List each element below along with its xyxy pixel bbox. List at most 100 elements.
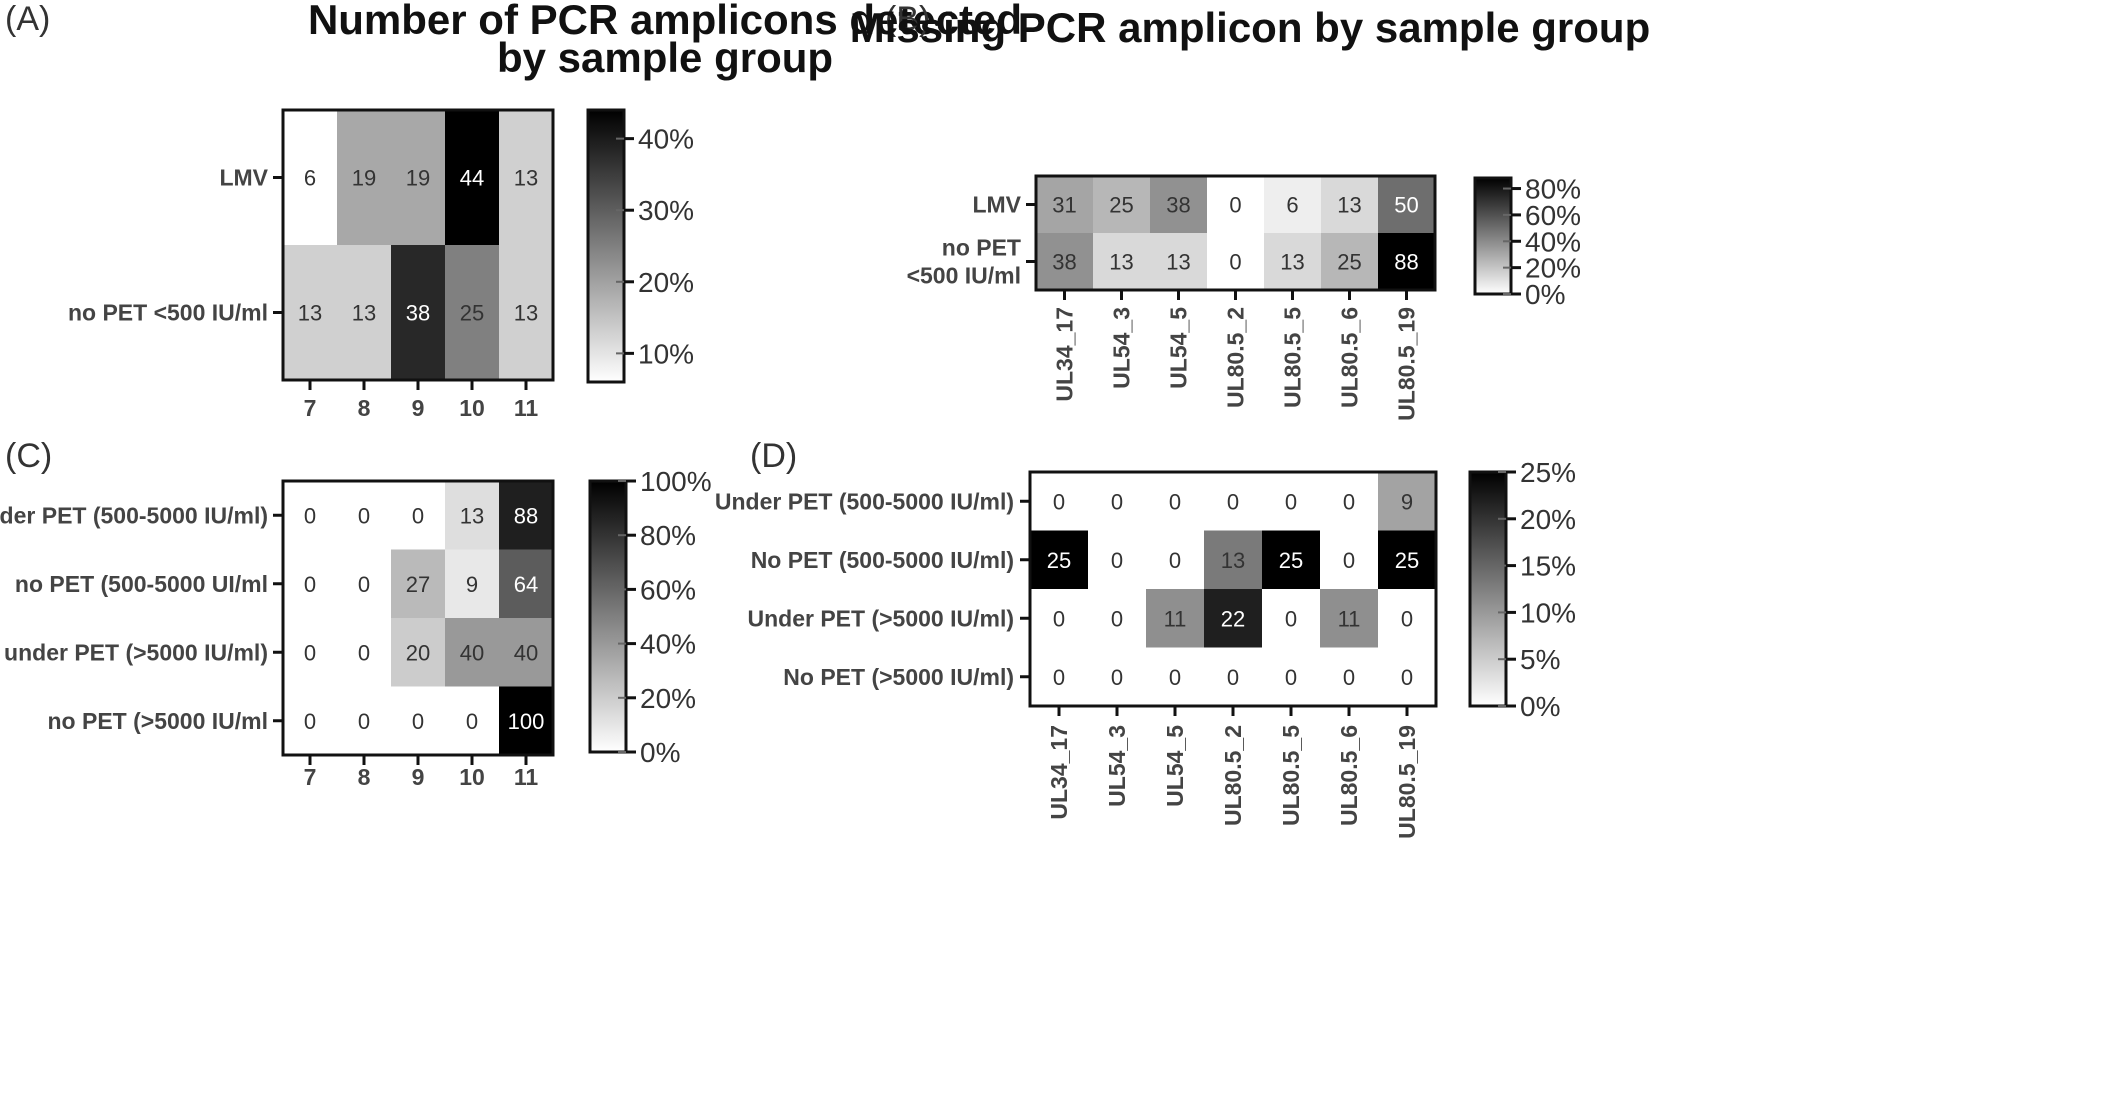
cell-value: 25: [1395, 548, 1419, 573]
heatmap-cell: [337, 618, 392, 688]
heatmap-cell: [499, 686, 554, 756]
heatmap-panel-c: (C) 0 0 0 13 88 0 0 27 9 64 0 0 20 40 40 0 0 0 0 100 under PE…: [0, 437, 712, 790]
cell-value: 0: [1111, 548, 1123, 573]
heatmap-cell: [1088, 589, 1147, 649]
heatmap-cell: [1378, 233, 1436, 291]
column-label: 11: [514, 395, 539, 421]
heatmap-cell: [1093, 233, 1151, 291]
heatmap-cell: [1088, 530, 1147, 590]
cell-value: 13: [1337, 193, 1361, 218]
heatmap-cell: [1321, 176, 1379, 234]
cell-value: 88: [1394, 250, 1418, 275]
colorbar-tick-label: 25%: [1520, 457, 1576, 488]
heatmap-cell: [1036, 176, 1094, 234]
colorbar-tick-label: 80%: [1525, 174, 1581, 205]
heatmap-cell: [499, 481, 554, 551]
colorbar-tick-label: 0%: [1520, 691, 1560, 722]
column-label: UL80.5_2: [1220, 725, 1246, 826]
cell-value: 13: [298, 301, 322, 326]
colorbar-tick-label: 40%: [1525, 226, 1581, 257]
cell-value: 19: [406, 166, 430, 191]
heatmap-cell: [445, 618, 500, 688]
column-label: 9: [412, 395, 425, 421]
cell-value: 6: [304, 166, 316, 191]
cell-value: 11: [1338, 606, 1361, 631]
panel-letter: (D): [750, 437, 797, 475]
column-label: 7: [304, 764, 317, 790]
cell-value: 0: [1343, 665, 1355, 690]
cell-value: 25: [1279, 548, 1303, 573]
cell-value: 64: [514, 572, 538, 597]
colorbar-tick-label: 15%: [1520, 551, 1576, 582]
cell-value: 13: [514, 301, 538, 326]
cell-value: 0: [1285, 606, 1297, 631]
cell-value: 0: [304, 640, 316, 665]
row-label: no PET (500-5000 UI/ml: [15, 571, 268, 597]
cell-value: 25: [1337, 250, 1361, 275]
panel-letter: (A): [5, 0, 50, 38]
cell-value: 0: [304, 503, 316, 528]
heatmap-cell: [1262, 647, 1321, 707]
heatmap-cell: [1030, 589, 1089, 649]
heatmap-cell: [1378, 472, 1437, 532]
column-label: 9: [412, 764, 425, 790]
heatmap-cell: [337, 686, 392, 756]
panel-letter: (C): [5, 437, 52, 475]
heatmap-cell: [1030, 647, 1089, 707]
heatmap-cell: [1030, 472, 1089, 532]
cell-value: 13: [1166, 250, 1190, 275]
column-label: UL54_3: [1109, 307, 1135, 389]
heatmap-cell: [499, 110, 554, 246]
heatmap-cell: [1204, 530, 1263, 590]
cell-value: 25: [1047, 548, 1071, 573]
cell-value: 44: [460, 166, 484, 191]
cell-value: 0: [1169, 489, 1181, 514]
heatmap-cell: [283, 481, 338, 551]
heatmap-cell: [283, 245, 338, 381]
heatmap-cell: [391, 481, 446, 551]
row-label: No PET (500-5000 IU/ml): [751, 547, 1014, 573]
row-label: no PET <500 IU/ml: [68, 300, 268, 326]
heatmap-cell: [1262, 589, 1321, 649]
cell-value: 13: [514, 166, 538, 191]
cell-value: 0: [412, 503, 424, 528]
cell-value: 0: [1229, 193, 1241, 218]
cell-value: 0: [1227, 489, 1239, 514]
heatmap-cell: [1378, 176, 1436, 234]
cell-value: 38: [406, 301, 430, 326]
row-label: LMV: [972, 192, 1021, 218]
heatmap-cell: [499, 549, 554, 619]
panel-letter: (B): [885, 0, 930, 38]
heatmap-cell: [1207, 176, 1265, 234]
cell-value: 0: [304, 709, 316, 734]
heatmap-cell: [1150, 233, 1208, 291]
cell-value: 0: [358, 572, 370, 597]
cell-value: 0: [1053, 489, 1065, 514]
heatmap-cell: [337, 245, 392, 381]
colorbar-tick-label: 0%: [1525, 279, 1565, 310]
cell-value: 19: [352, 166, 376, 191]
heatmap-cell: [1146, 589, 1205, 649]
colorbar-tick-label: 5%: [1520, 644, 1560, 675]
cell-value: 13: [1280, 250, 1304, 275]
column-label: UL80.5_5: [1278, 725, 1304, 826]
heatmap-cell: [1093, 176, 1151, 234]
heatmap-cell: [1320, 472, 1379, 532]
chart-title-line: Number of PCR amplicons detected: [308, 0, 1022, 43]
cell-value: 88: [514, 503, 538, 528]
cell-value: 0: [1111, 606, 1123, 631]
colorbar-tick-label: 20%: [1520, 504, 1576, 535]
row-label: Under PET (500-5000 IU/ml): [715, 488, 1014, 514]
heatmap-cell: [445, 110, 500, 246]
cell-value: 13: [460, 503, 484, 528]
heatmap-cell: [1204, 472, 1263, 532]
heatmap-cell: [1030, 530, 1089, 590]
colorbar-tick-label: 100%: [640, 466, 712, 497]
heatmap-cell: [1088, 472, 1147, 532]
cell-value: 50: [1394, 193, 1418, 218]
column-label: UL34_17: [1052, 307, 1078, 402]
cell-value: 0: [358, 709, 370, 734]
heatmap-cell: [391, 245, 446, 381]
column-label: 11: [514, 764, 539, 790]
